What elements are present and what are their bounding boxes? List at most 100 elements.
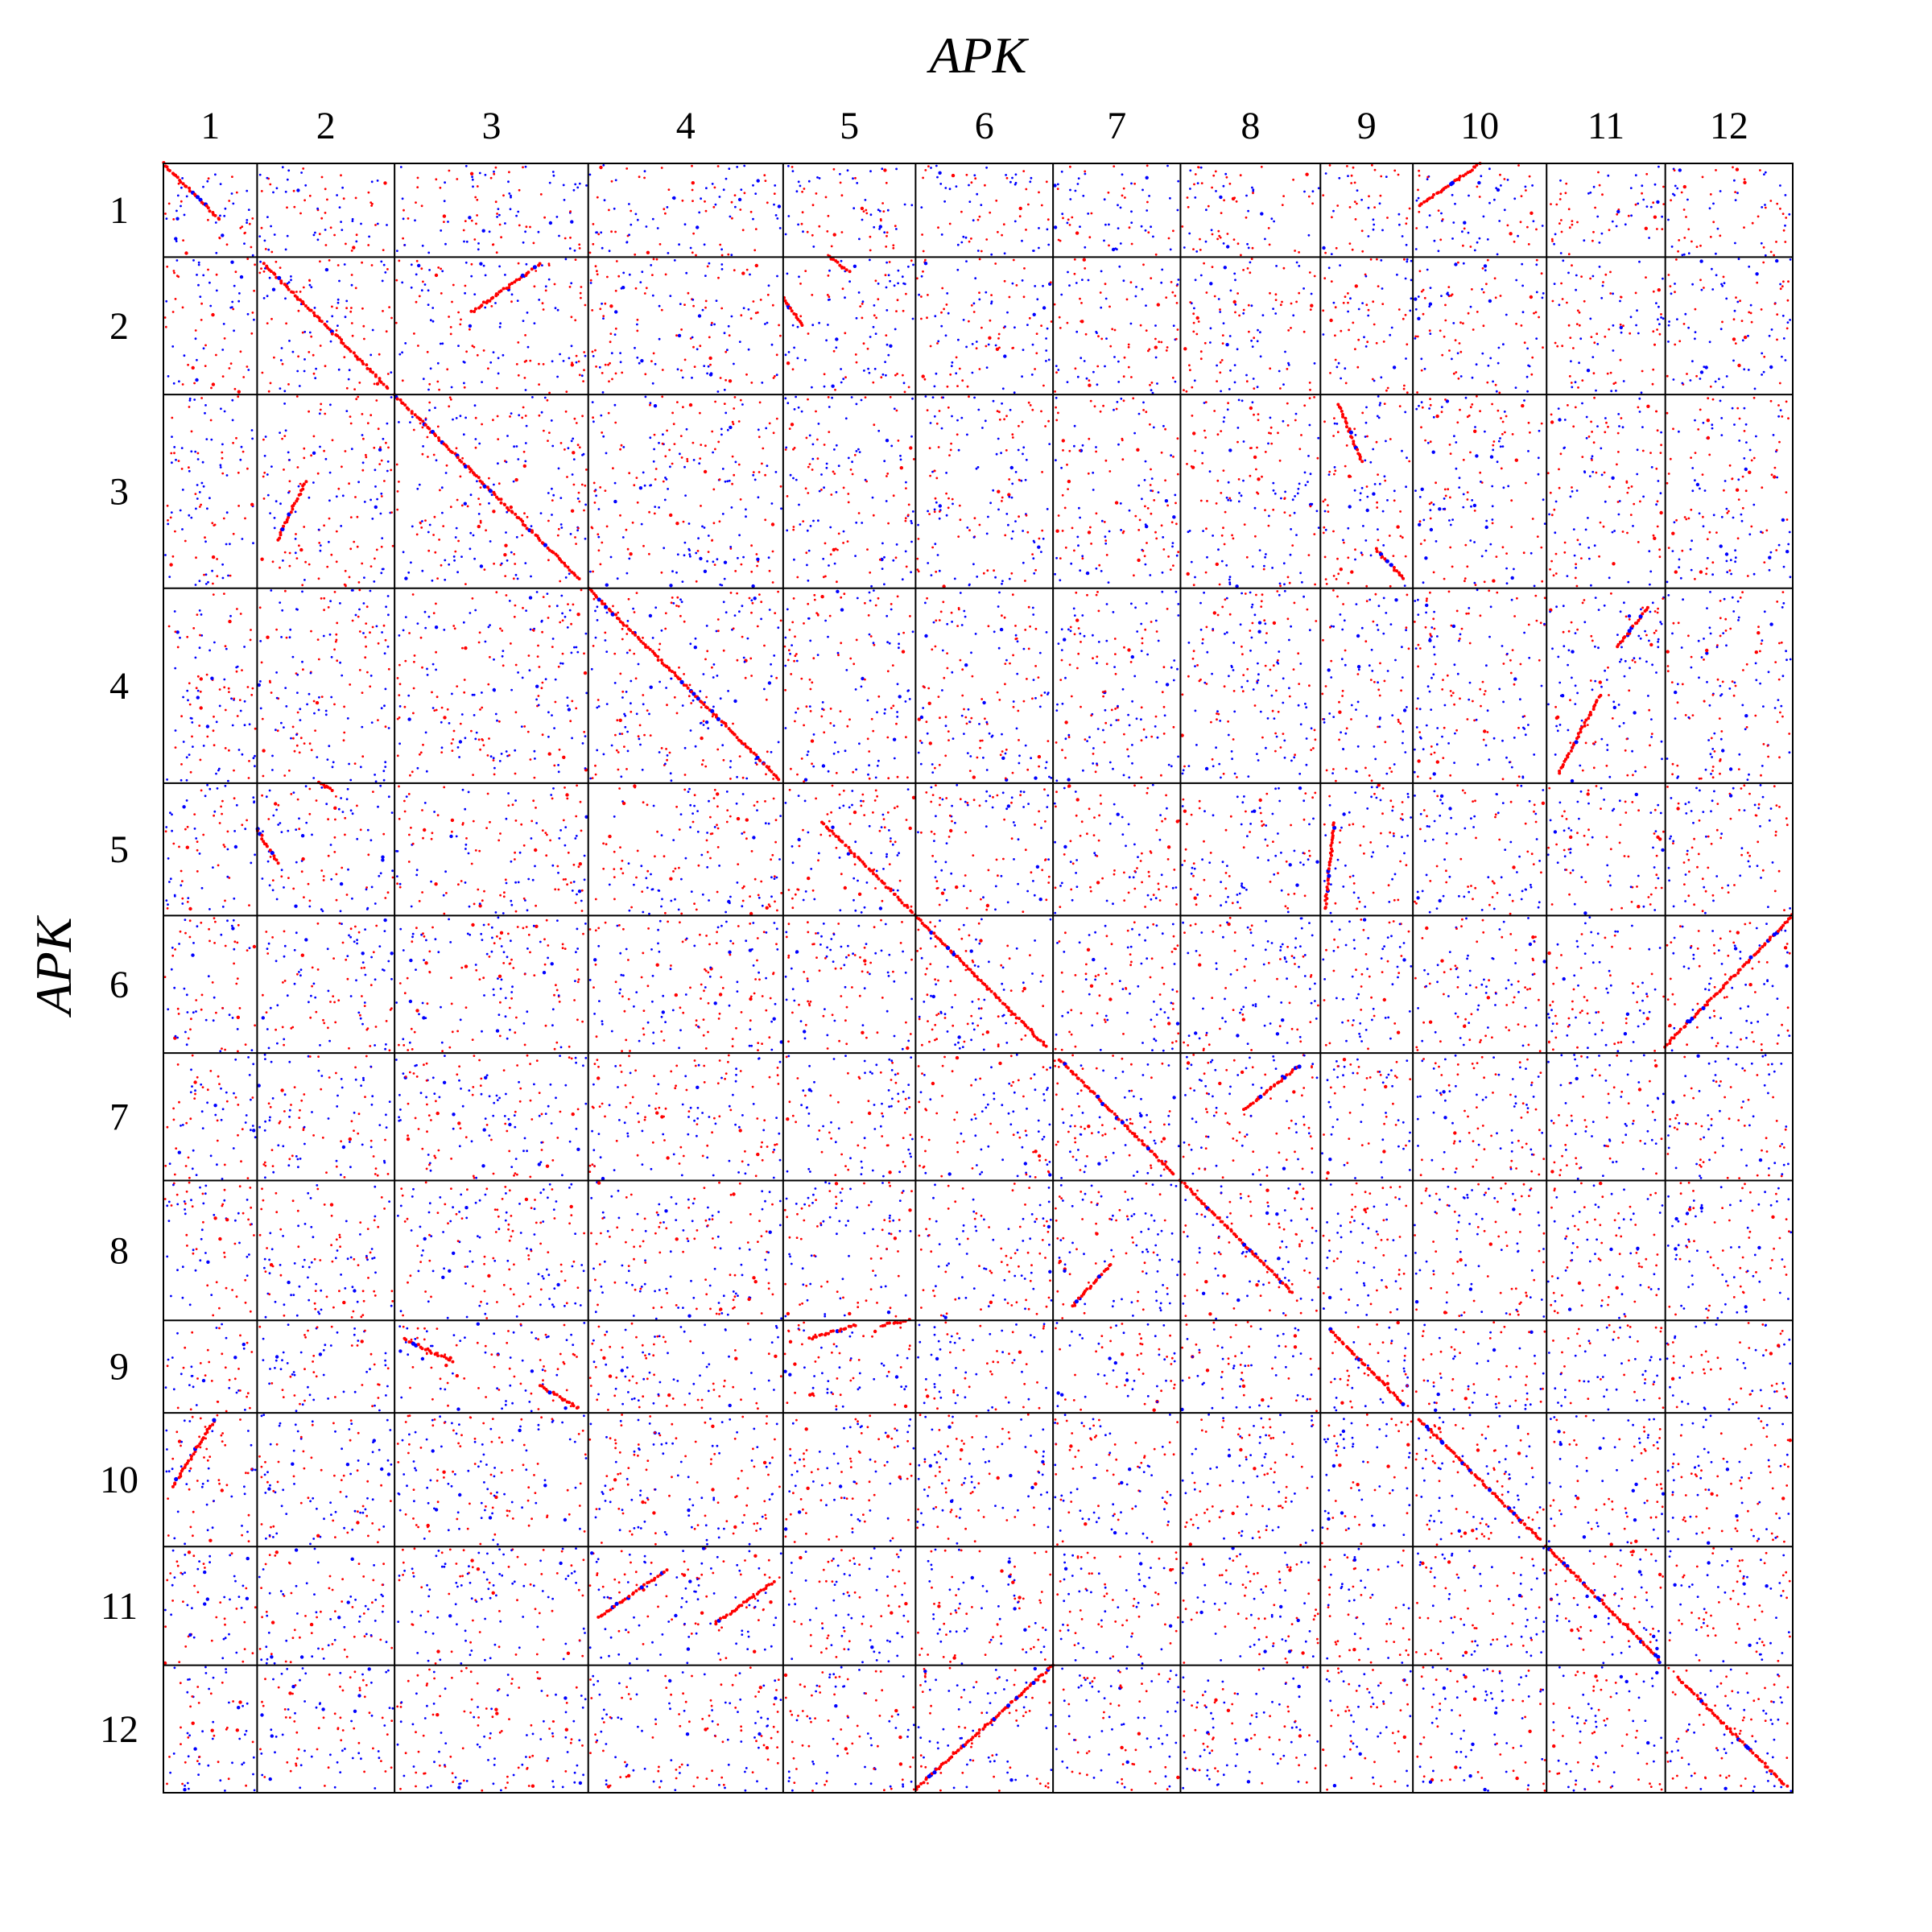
best-hit-point (396, 1443, 399, 1445)
best-hit-point (473, 1176, 476, 1179)
other-hit-point (514, 1158, 518, 1160)
best-hit-point (473, 1437, 477, 1440)
best-hit-point (371, 1601, 374, 1604)
best-hit-point (292, 887, 295, 890)
other-hit-point (171, 1356, 174, 1359)
best-hit-point (430, 837, 433, 840)
best-hit-point (196, 1075, 199, 1079)
other-hit-point (743, 164, 746, 167)
other-hit-point (191, 1607, 193, 1610)
best-hit-point (633, 484, 636, 487)
other-hit-point (452, 1372, 454, 1375)
other-hit-point (411, 415, 414, 419)
best-hit-point (739, 398, 742, 402)
other-hit-point (664, 477, 667, 479)
best-hit-point (288, 769, 291, 772)
other-hit-point (171, 461, 173, 464)
best-hit-point (207, 177, 210, 180)
other-hit-point (196, 458, 200, 460)
other-hit-point (770, 895, 773, 898)
other-hit-point (411, 1567, 414, 1571)
best-hit-point (642, 636, 644, 639)
other-hit-point (679, 598, 682, 601)
other-hit-point (319, 445, 321, 448)
other-hit-point (402, 949, 405, 952)
best-hit-point (452, 729, 456, 733)
best-hit-point (435, 602, 437, 605)
best-hit-point (775, 417, 778, 420)
other-hit-point (305, 821, 308, 824)
best-hit-point (166, 907, 169, 910)
best-hit-point (333, 233, 336, 237)
best-hit-point (210, 1639, 213, 1642)
other-hit-point (728, 167, 731, 171)
best-hit-point (164, 213, 167, 215)
best-hit-point (487, 923, 490, 926)
other-hit-point (690, 890, 693, 893)
other-hit-point (387, 1669, 390, 1672)
other-hit-point (736, 881, 739, 884)
best-hit-point (176, 1564, 180, 1567)
best-hit-point (289, 1375, 292, 1378)
best-hit-point (518, 1686, 521, 1689)
best-hit-point (436, 1327, 439, 1330)
best-hit-point (335, 530, 338, 533)
best-hit-point (204, 536, 206, 539)
best-hit-point (547, 617, 550, 619)
best-hit-point (564, 237, 567, 240)
other-hit-point (535, 591, 539, 593)
best-hit-point (246, 1177, 250, 1179)
best-hit-point (356, 515, 359, 518)
best-hit-point (399, 1787, 402, 1790)
best-hit-point (354, 1066, 357, 1069)
best-hit-point (572, 863, 576, 866)
best-hit-point (167, 202, 171, 205)
best-hit-point (423, 935, 426, 938)
best-hit-point (308, 279, 311, 282)
best-hit-point (386, 268, 389, 270)
other-hit-point (303, 579, 306, 581)
best-hit-point (634, 253, 637, 256)
other-hit-point (539, 1738, 543, 1740)
best-hit-point (357, 615, 360, 618)
other-hit-point (200, 1485, 204, 1488)
best-hit-point (677, 605, 680, 608)
best-hit-point (540, 1573, 543, 1575)
other-hit-point (477, 513, 481, 515)
other-hit-point (754, 192, 758, 196)
other-hit-point (253, 318, 255, 321)
other-hit-point (576, 1147, 580, 1152)
other-hit-point (186, 1604, 189, 1607)
other-hit-point (291, 1373, 294, 1376)
other-hit-point (180, 1440, 184, 1443)
other-hit-point (596, 749, 599, 752)
best-hit-point (668, 448, 671, 452)
other-hit-point (361, 1022, 364, 1026)
other-hit-point (471, 1260, 474, 1263)
other-hit-point (283, 944, 287, 947)
other-hit-point (481, 229, 485, 233)
other-hit-point (684, 494, 687, 497)
other-hit-point (422, 445, 424, 448)
other-hit-point (522, 1150, 525, 1153)
best-hit-point (339, 1685, 341, 1688)
best-hit-point (559, 1263, 563, 1266)
other-hit-point (313, 307, 316, 309)
best-hit-point (291, 1692, 294, 1695)
other-hit-point (596, 706, 599, 709)
other-hit-point (590, 667, 593, 671)
best-hit-point (577, 526, 580, 530)
other-hit-point (603, 199, 606, 202)
best-hit-point (569, 210, 572, 213)
other-hit-point (314, 231, 316, 234)
best-hit-point (443, 716, 447, 720)
best-hit-point (538, 383, 540, 386)
other-hit-point (190, 1365, 193, 1368)
other-hit-point (404, 616, 407, 618)
other-hit-point (301, 1403, 304, 1406)
best-hit-point (618, 787, 621, 790)
other-hit-point (245, 1729, 248, 1732)
best-hit-point (436, 1468, 439, 1471)
best-hit-point (656, 830, 658, 833)
best-hit-point (470, 1558, 474, 1563)
